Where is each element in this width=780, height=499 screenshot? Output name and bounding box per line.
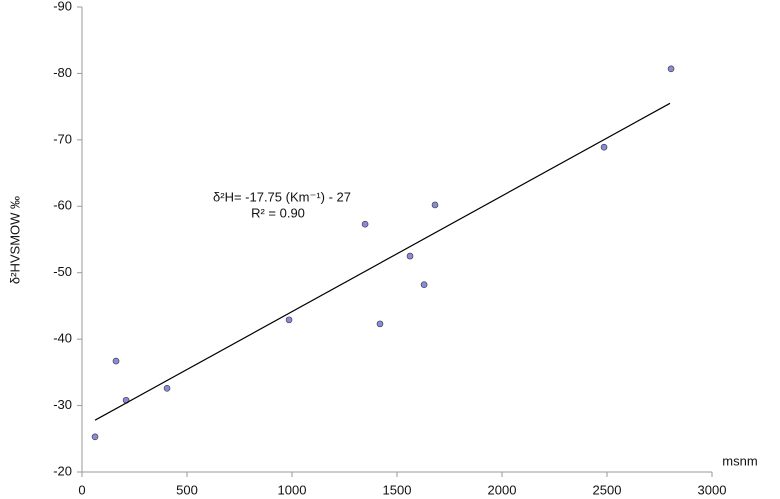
x-tick-label: 1500: [383, 482, 412, 497]
y-tick-label: -20: [53, 463, 72, 478]
y-axis-label: δ²HVSMOW ‰: [7, 196, 22, 284]
data-point: [376, 320, 384, 328]
x-tick-label: 0: [78, 482, 85, 497]
data-point: [163, 384, 171, 392]
data-point: [91, 433, 99, 441]
y-tick-label: -80: [53, 65, 72, 80]
y-tick-label: -40: [53, 331, 72, 346]
data-point: [420, 281, 428, 288]
data-point: [285, 316, 293, 324]
data-point: [600, 143, 608, 151]
x-tick-label: 500: [176, 482, 198, 497]
x-axis-label: msnm: [722, 453, 757, 468]
data-point: [431, 201, 439, 209]
data-point: [667, 65, 675, 73]
x-tick-label: 2000: [488, 482, 517, 497]
y-tick-label: -30: [53, 397, 72, 412]
r-squared: R² = 0.90: [251, 205, 305, 220]
x-tick-label: 3000: [698, 482, 727, 497]
data-point: [406, 252, 414, 260]
data-point: [112, 357, 120, 365]
x-tick-label: 1000: [278, 482, 307, 497]
y-tick-label: -90: [53, 0, 72, 13]
equation: δ²H= -17.75 (Km⁻¹) - 27: [213, 189, 351, 204]
data-point: [361, 220, 369, 228]
y-tick-label: -50: [53, 264, 72, 279]
y-tick-label: -60: [53, 198, 72, 213]
y-tick-label: -70: [53, 131, 72, 146]
trend-line: [94, 102, 671, 421]
x-tick-label: 2500: [593, 482, 622, 497]
